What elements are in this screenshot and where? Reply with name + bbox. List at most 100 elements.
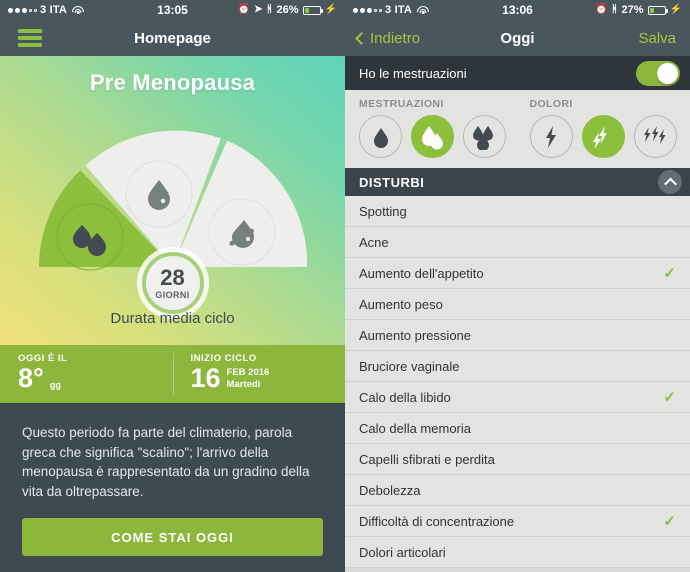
option-drop-heavy[interactable] — [463, 115, 506, 158]
bluetooth-icon: ᚻ — [266, 4, 273, 15]
chevron-up-icon — [663, 177, 677, 190]
drop-crossed-icon — [228, 220, 254, 248]
two-drops-icon — [72, 225, 106, 256]
charging-bolt-icon: ⚡ — [669, 4, 682, 15]
back-label: Indietro — [370, 29, 421, 47]
list-item-label: Difficoltà di concentrazione — [359, 513, 515, 529]
battery-icon — [302, 5, 323, 15]
gauge-caption: Durata media ciclo — [110, 310, 235, 327]
cycle-days-value: 28 — [160, 264, 185, 290]
stat-current-day: OGGI È IL 8° gg — [0, 345, 173, 403]
battery-icon — [647, 5, 668, 15]
status-clock: 13:05 — [157, 3, 188, 17]
list-item[interactable]: Aumento peso — [345, 289, 690, 320]
gauge-title: Pre Menopausa — [89, 70, 256, 95]
stat-cycle-start: INIZIO CICLO 16 FEB 2016 Martedì — [172, 345, 346, 403]
picker-group-mestruazioni: MESTRUAZIONI — [345, 98, 520, 158]
cycle-length-badge: 28 GIORNI — [141, 252, 204, 314]
page-title: Oggi — [500, 29, 535, 47]
toggle-knob — [657, 62, 678, 84]
option-drop-light[interactable] — [359, 115, 402, 158]
carrier-label: 3 ITA — [40, 4, 68, 16]
signal-strength-dots — [353, 7, 382, 13]
menstruation-toggle-row: Ho le mestruazioni — [345, 56, 690, 90]
description-text: Questo periodo fa parte del climaterio, … — [22, 425, 310, 499]
nav-bar-left: Homepage — [0, 20, 345, 56]
battery-percent-label: 27% — [621, 4, 644, 16]
phone-screen-homepage: 3 ITA 13:05 ⏰ ➤ ᚻ 26% ⚡ Homepage Pre Men… — [0, 0, 346, 556]
status-bar-right: 3 ITA 13:06 ⏰ ᚻ 27% ⚡ — [345, 0, 690, 20]
status-left-group: 3 ITA — [353, 4, 430, 16]
cycle-days-unit: GIORNI — [155, 289, 190, 300]
picker-label: DOLORI — [529, 98, 573, 110]
list-item-label: Aumento dell'appetito — [359, 265, 484, 281]
stat-month-year: FEB 2016 — [226, 367, 270, 379]
gauge-segment-menstruation-heavy[interactable] — [38, 170, 173, 271]
list-item[interactable]: Calo della memoria — [345, 413, 690, 444]
nav-bar-right: Indietro Oggi Salva — [345, 20, 690, 56]
list-item[interactable]: Spotting — [345, 196, 690, 227]
wifi-icon — [72, 5, 85, 15]
option-bolt-triple[interactable] — [633, 115, 677, 158]
single-drop-icon — [147, 180, 170, 210]
hamburger-menu-icon[interactable] — [18, 29, 42, 47]
list-item[interactable]: Acne — [345, 227, 690, 258]
signal-strength-dots — [8, 7, 37, 13]
back-button[interactable]: Indietro — [355, 29, 421, 47]
list-item[interactable]: Bruciore vaginale — [345, 351, 690, 382]
checkmark-icon: ✓ — [663, 389, 676, 406]
bolt-double-icon — [593, 125, 607, 149]
phone-screen-oggi: 3 ITA 13:06 ⏰ ᚻ 27% ⚡ Indietro Oggi Salv… — [345, 0, 690, 572]
menstruation-toggle-label: Ho le mestruazioni — [359, 65, 467, 81]
checkmark-icon: ✓ — [663, 513, 676, 530]
cycle-gauge: 28 GIORNI — [28, 122, 318, 314]
gauge-segment-no-menstruation[interactable] — [172, 140, 307, 268]
list-item-label: Debolezza — [359, 482, 421, 498]
save-button[interactable]: Salva — [638, 29, 676, 47]
bolt-single-icon — [546, 125, 556, 148]
alarm-icon: ⏰ — [595, 4, 608, 15]
gauge-segment-menstruation-single[interactable] — [85, 130, 221, 267]
chevron-left-icon — [355, 31, 368, 45]
stat-date-detail: FEB 2016 Martedì — [227, 367, 270, 392]
stat-label: OGGI È IL — [18, 353, 68, 364]
stat-unit: gg — [49, 380, 61, 390]
list-item[interactable]: Difficoltà di concentrazione ✓ — [345, 506, 690, 537]
carrier-label: 3 ITA — [385, 4, 413, 16]
checkmark-icon: ✓ — [663, 265, 676, 282]
section-title: DISTURBI — [359, 174, 425, 190]
symptoms-list: Spotting Acne Aumento dell'appetito ✓ Aument… — [345, 196, 690, 568]
intensity-pickers: MESTRUAZIONI — [345, 90, 690, 168]
option-bolt-single[interactable] — [529, 115, 573, 158]
page-title: Homepage — [134, 29, 211, 47]
wifi-icon — [417, 5, 430, 15]
charging-bolt-icon: ⚡ — [324, 4, 337, 15]
cycle-gauge-panel: Pre Menopausa — [0, 56, 345, 345]
status-bar-left: 3 ITA 13:05 ⏰ ➤ ᚻ 26% ⚡ — [0, 0, 345, 20]
list-item-label: Calo della memoria — [359, 420, 471, 436]
list-item-label: Capelli sfibrati e perdita — [359, 451, 495, 467]
battery-percent-label: 26% — [276, 4, 299, 16]
gauge-svg — [38, 130, 307, 271]
list-item[interactable]: Aumento pressione — [345, 320, 690, 351]
list-item[interactable]: Debolezza — [345, 475, 690, 506]
come-stai-oggi-button[interactable]: COME STAI OGGI — [22, 518, 323, 556]
menstruation-toggle-switch[interactable] — [636, 60, 680, 86]
list-item-label: Bruciore vaginale — [359, 358, 460, 374]
collapse-section-button[interactable] — [658, 170, 682, 194]
list-item[interactable]: Dolori articolari — [345, 537, 690, 568]
drop-medium-icon — [421, 125, 443, 149]
bluetooth-icon: ᚻ — [611, 4, 618, 15]
stat-weekday: Martedì — [226, 379, 261, 391]
list-item-label: Acne — [359, 234, 389, 250]
list-item[interactable]: Aumento dell'appetito ✓ — [345, 258, 690, 289]
status-right-group: ⏰ ᚻ 27% ⚡ — [595, 4, 682, 16]
list-item-label: Aumento peso — [359, 296, 443, 312]
list-item[interactable]: Capelli sfibrati e perdita — [345, 444, 690, 475]
list-item-label: Calo della libido — [359, 389, 451, 405]
option-bolt-double[interactable] — [581, 115, 625, 158]
option-drop-medium[interactable] — [411, 115, 454, 158]
list-item[interactable]: Calo della libido ✓ — [345, 382, 690, 413]
status-left-group: 3 ITA — [8, 4, 85, 16]
